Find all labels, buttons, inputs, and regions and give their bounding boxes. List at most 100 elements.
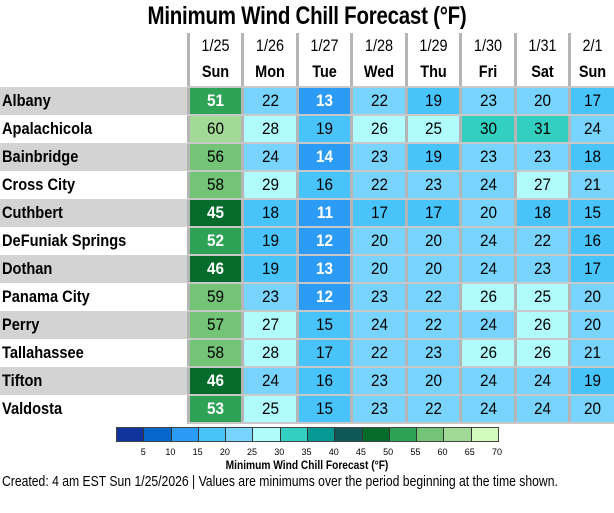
location-name: Cuthbert [2,203,63,222]
row-background [0,87,187,115]
grid-line [187,310,614,312]
value-cell: 23 [462,144,514,170]
grid-line [187,422,614,424]
value-cell: 20 [353,256,405,282]
value-cell: 24 [517,368,568,394]
grid-line [241,33,244,423]
value-cell: 26 [517,340,568,366]
value-cell: 56 [190,144,241,170]
value-cell: 24 [462,368,514,394]
grid-line [187,254,614,256]
value-cell: 23 [353,144,405,170]
legend-swatch [444,428,472,441]
grid-line [187,114,614,116]
value-cell: 22 [408,312,459,338]
grid-line [568,33,571,423]
value-cell: 52 [190,228,241,254]
column-date: 1/28 [364,36,394,55]
value-cell: 20 [571,312,614,338]
legend-tick-label: 25 [247,447,258,457]
value-cell: 28 [244,340,296,366]
grid-line [187,198,614,200]
value-cell: 12 [299,228,350,254]
value-cell: 19 [408,144,459,170]
value-cell: 19 [244,256,296,282]
legend-tick-label: 45 [355,447,366,457]
location-name: Tallahassee [2,343,84,362]
legend-swatch [335,428,363,441]
column-header: 1/28 Wed [353,33,405,87]
value-cell: 58 [190,172,241,198]
value-cell: 20 [517,88,568,114]
column-weekday: Thu [420,62,447,81]
value-cell: 18 [244,200,296,226]
value-cell: 24 [353,312,405,338]
legend-tick-label: 35 [301,447,312,457]
legend-tick-label: 30 [274,447,285,457]
legend-swatch [471,428,498,441]
table-row: Bainbridge 56 24 14 23 19 23 23 18 [0,143,614,171]
row-background [0,199,187,227]
column-header: 1/26 Mon [244,33,296,87]
legend-swatch [362,428,390,441]
legend-tick-label: 5 [140,447,146,457]
value-cell: 20 [408,256,459,282]
legend-tick-label: 70 [491,447,503,457]
column-weekday: Sun [578,62,607,81]
value-cell: 24 [462,312,514,338]
table-row: DeFuniak Springs 52 19 12 20 20 24 22 16 [0,227,614,255]
value-cell: 17 [408,200,459,226]
location-name: Perry [2,315,40,334]
value-cell: 24 [462,172,514,198]
value-cell: 25 [408,116,459,142]
table-row: Tallahassee 58 28 17 22 23 26 26 21 [0,339,614,367]
grid-line [405,33,408,423]
chart-title: Minimum Wind Chill Forecast (°F) [147,2,467,30]
value-cell: 24 [462,396,514,422]
grid-line [514,33,517,423]
legend-ticks: 5 10 15 20 25 30 35 40 45 50 55 60 65 70 [0,447,614,459]
value-cell: 60 [190,116,241,142]
column-header: 2/1 Sun [571,33,614,87]
value-cell: 31 [517,116,568,142]
column-date: 1/31 [528,36,557,55]
value-cell: 23 [244,284,296,310]
location-name: DeFuniak Springs [2,231,127,250]
value-cell: 19 [571,368,614,394]
grid-line [187,86,614,88]
legend-tick-label: 50 [383,447,394,457]
value-cell: 20 [571,396,614,422]
legend-swatch [198,428,227,441]
column-weekday: Wed [363,62,395,81]
grid-line [187,142,614,144]
grid-line [187,282,614,284]
legend-swatch [226,428,254,441]
column-header: 1/31 Sat [517,33,568,87]
column-weekday: Mon [255,62,285,81]
column-date: 1/30 [473,36,503,55]
legend-swatch [144,428,172,441]
value-cell: 22 [244,88,296,114]
column-header: 1/29 Thu [408,33,459,87]
table-row: Perry 57 27 15 24 22 24 26 20 [0,311,614,339]
table-row: Apalachicola 60 28 19 26 25 30 31 24 [0,115,614,143]
grid-line [187,33,190,423]
value-cell: 15 [299,396,350,422]
value-cell: 16 [571,228,614,254]
legend-tick-label: 60 [437,447,448,457]
value-cell: 22 [408,396,459,422]
value-cell: 11 [299,200,350,226]
value-cell: 22 [408,284,459,310]
column-weekday: Fri [478,62,498,81]
legend-swatch [307,428,336,441]
grid-line [350,33,353,423]
location-name: Panama City [2,287,90,306]
value-cell: 22 [353,340,405,366]
value-cell: 25 [244,396,296,422]
value-cell: 23 [408,340,459,366]
value-cell: 23 [517,256,568,282]
value-cell: 21 [571,340,614,366]
row-background [0,311,187,339]
value-cell: 23 [353,396,405,422]
value-cell: 24 [462,228,514,254]
